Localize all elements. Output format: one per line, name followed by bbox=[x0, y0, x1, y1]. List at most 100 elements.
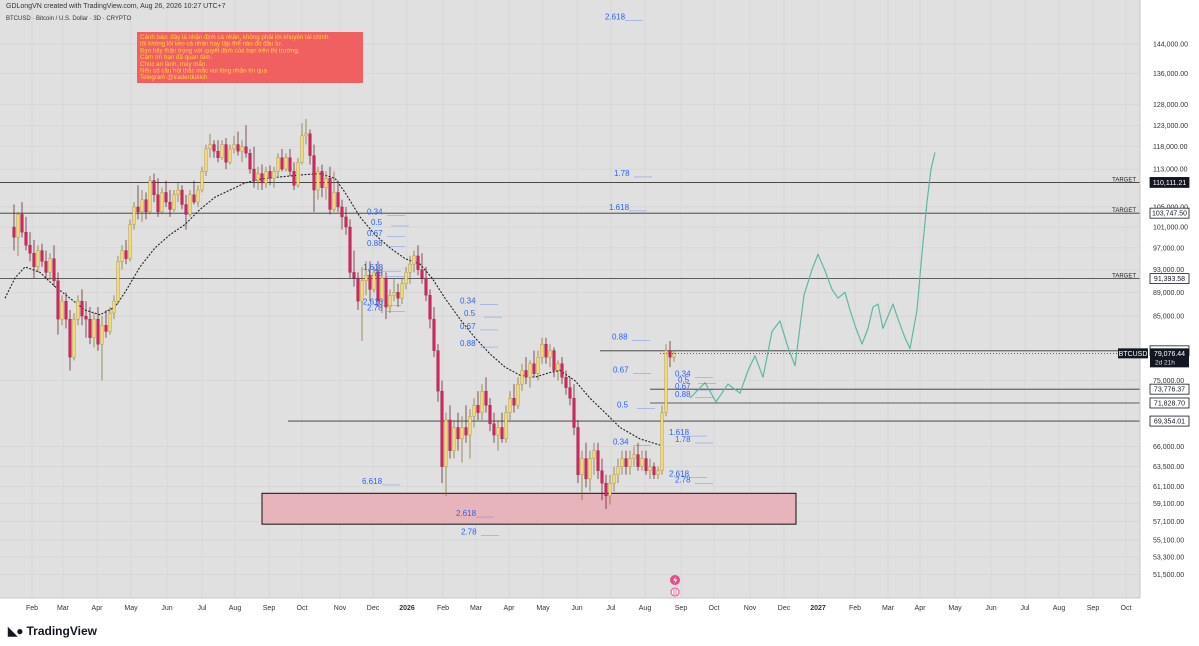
fib-level-label: 2.78 bbox=[675, 475, 691, 484]
candle bbox=[112, 295, 116, 320]
price-tick-label: 97,000.00 bbox=[1153, 245, 1184, 252]
candle bbox=[92, 313, 96, 348]
fib-level-label: 0.88 bbox=[367, 239, 383, 248]
candle bbox=[376, 261, 380, 308]
candle bbox=[416, 245, 420, 276]
candle bbox=[224, 138, 228, 170]
candle-body bbox=[356, 277, 360, 302]
candle-body bbox=[208, 144, 212, 150]
candle-body bbox=[380, 277, 384, 302]
candle bbox=[432, 307, 436, 358]
disclaimer-box[interactable]: Cảnh báo: đây là nhận định cá nhân, khôn… bbox=[137, 32, 363, 83]
candle-body bbox=[584, 458, 588, 480]
candle-body bbox=[216, 150, 220, 158]
time-tick-label: Dec bbox=[778, 605, 791, 612]
time-tick-label: May bbox=[948, 605, 962, 612]
candle-body bbox=[112, 300, 116, 314]
candle-body bbox=[668, 350, 672, 358]
candle bbox=[120, 245, 124, 270]
disclaimer-line: Telegram @traderdukich bbox=[140, 74, 208, 81]
fib-level-label: 2.618 bbox=[669, 469, 690, 478]
candle bbox=[488, 398, 492, 432]
candle-body bbox=[264, 171, 268, 184]
candle bbox=[628, 450, 632, 475]
fib-level-label: 1.618 bbox=[609, 203, 630, 212]
candle-body bbox=[156, 194, 160, 213]
tradingview-logo[interactable]: ◣● TradingView bbox=[8, 624, 97, 638]
candle bbox=[480, 384, 484, 420]
time-tick-label: Apr bbox=[504, 605, 516, 612]
price-tick-label: 118,000.00 bbox=[1153, 144, 1188, 151]
time-tick-label: Aug bbox=[1053, 605, 1066, 612]
candle-body bbox=[592, 450, 596, 459]
candle-body bbox=[176, 189, 180, 195]
candle bbox=[28, 232, 32, 262]
support-zone[interactable] bbox=[261, 492, 797, 525]
candle bbox=[408, 255, 412, 284]
fib-level-label: 1.78 bbox=[675, 435, 691, 444]
candle-body bbox=[388, 295, 392, 308]
price-axis[interactable] bbox=[1140, 0, 1199, 598]
lightning-icon[interactable] bbox=[670, 575, 680, 585]
candle bbox=[380, 266, 384, 314]
time-tick-label: Apr bbox=[915, 605, 927, 612]
candle-body bbox=[36, 250, 40, 268]
candle bbox=[672, 350, 676, 362]
candle-body bbox=[512, 398, 516, 406]
candle bbox=[392, 278, 396, 302]
candle-body bbox=[336, 192, 340, 208]
candle bbox=[36, 245, 40, 273]
candle-body bbox=[672, 353, 676, 358]
candle-body bbox=[40, 250, 44, 262]
chart-header: GDLongVN created with TradingView.com, A… bbox=[6, 3, 226, 22]
price-tick-label: 57,100.00 bbox=[1153, 519, 1184, 526]
time-tick-label: Mar bbox=[57, 605, 70, 612]
time-tick-label: May bbox=[536, 605, 550, 612]
candle-body bbox=[432, 318, 436, 351]
fib-level-label: 0.34 bbox=[675, 370, 691, 379]
candle bbox=[208, 133, 212, 158]
candle-body bbox=[132, 206, 136, 225]
candle bbox=[556, 360, 560, 381]
candle-body bbox=[60, 300, 64, 320]
candle-body bbox=[144, 199, 148, 213]
candle-body bbox=[588, 458, 592, 480]
projection-path[interactable] bbox=[689, 152, 936, 403]
fib-level-label: 1.618 bbox=[669, 428, 690, 437]
candle bbox=[512, 384, 516, 413]
candle-body bbox=[108, 312, 112, 332]
time-axis[interactable] bbox=[0, 598, 1140, 616]
candle bbox=[196, 185, 200, 207]
time-tick-label: Jun bbox=[571, 605, 582, 612]
disclaimer-line: Nếu có câu hỏi thắc mắc vui lòng nhắn ti… bbox=[140, 68, 267, 75]
candle-body bbox=[200, 171, 204, 191]
flag-icon[interactable] bbox=[670, 587, 680, 597]
fib-level-label: 2.78 bbox=[367, 304, 383, 313]
candle bbox=[464, 405, 468, 443]
candle bbox=[540, 337, 544, 364]
candle bbox=[308, 129, 312, 165]
candle-body bbox=[640, 458, 644, 467]
candle-body bbox=[560, 363, 564, 378]
candle bbox=[56, 272, 60, 335]
candle bbox=[44, 250, 48, 279]
fib-level-label: 0.5 bbox=[371, 218, 383, 227]
candle bbox=[396, 283, 400, 308]
price-level-badge bbox=[1149, 273, 1190, 285]
candle bbox=[344, 206, 348, 235]
time-tick-label: Jul bbox=[607, 605, 616, 612]
price-tick-label: 136,000.00 bbox=[1153, 71, 1188, 78]
candle-body bbox=[552, 350, 556, 371]
candle-body bbox=[292, 171, 296, 186]
candle-body bbox=[304, 133, 308, 137]
candle bbox=[68, 310, 72, 371]
candle-body bbox=[240, 146, 244, 152]
time-tick-label: Jul bbox=[1021, 605, 1030, 612]
fib-level-label: 2.618 bbox=[605, 12, 626, 21]
candle bbox=[444, 412, 448, 496]
candle-body bbox=[656, 470, 660, 475]
fib-level-label: 2.78 bbox=[461, 527, 477, 536]
candle-body bbox=[228, 148, 232, 163]
